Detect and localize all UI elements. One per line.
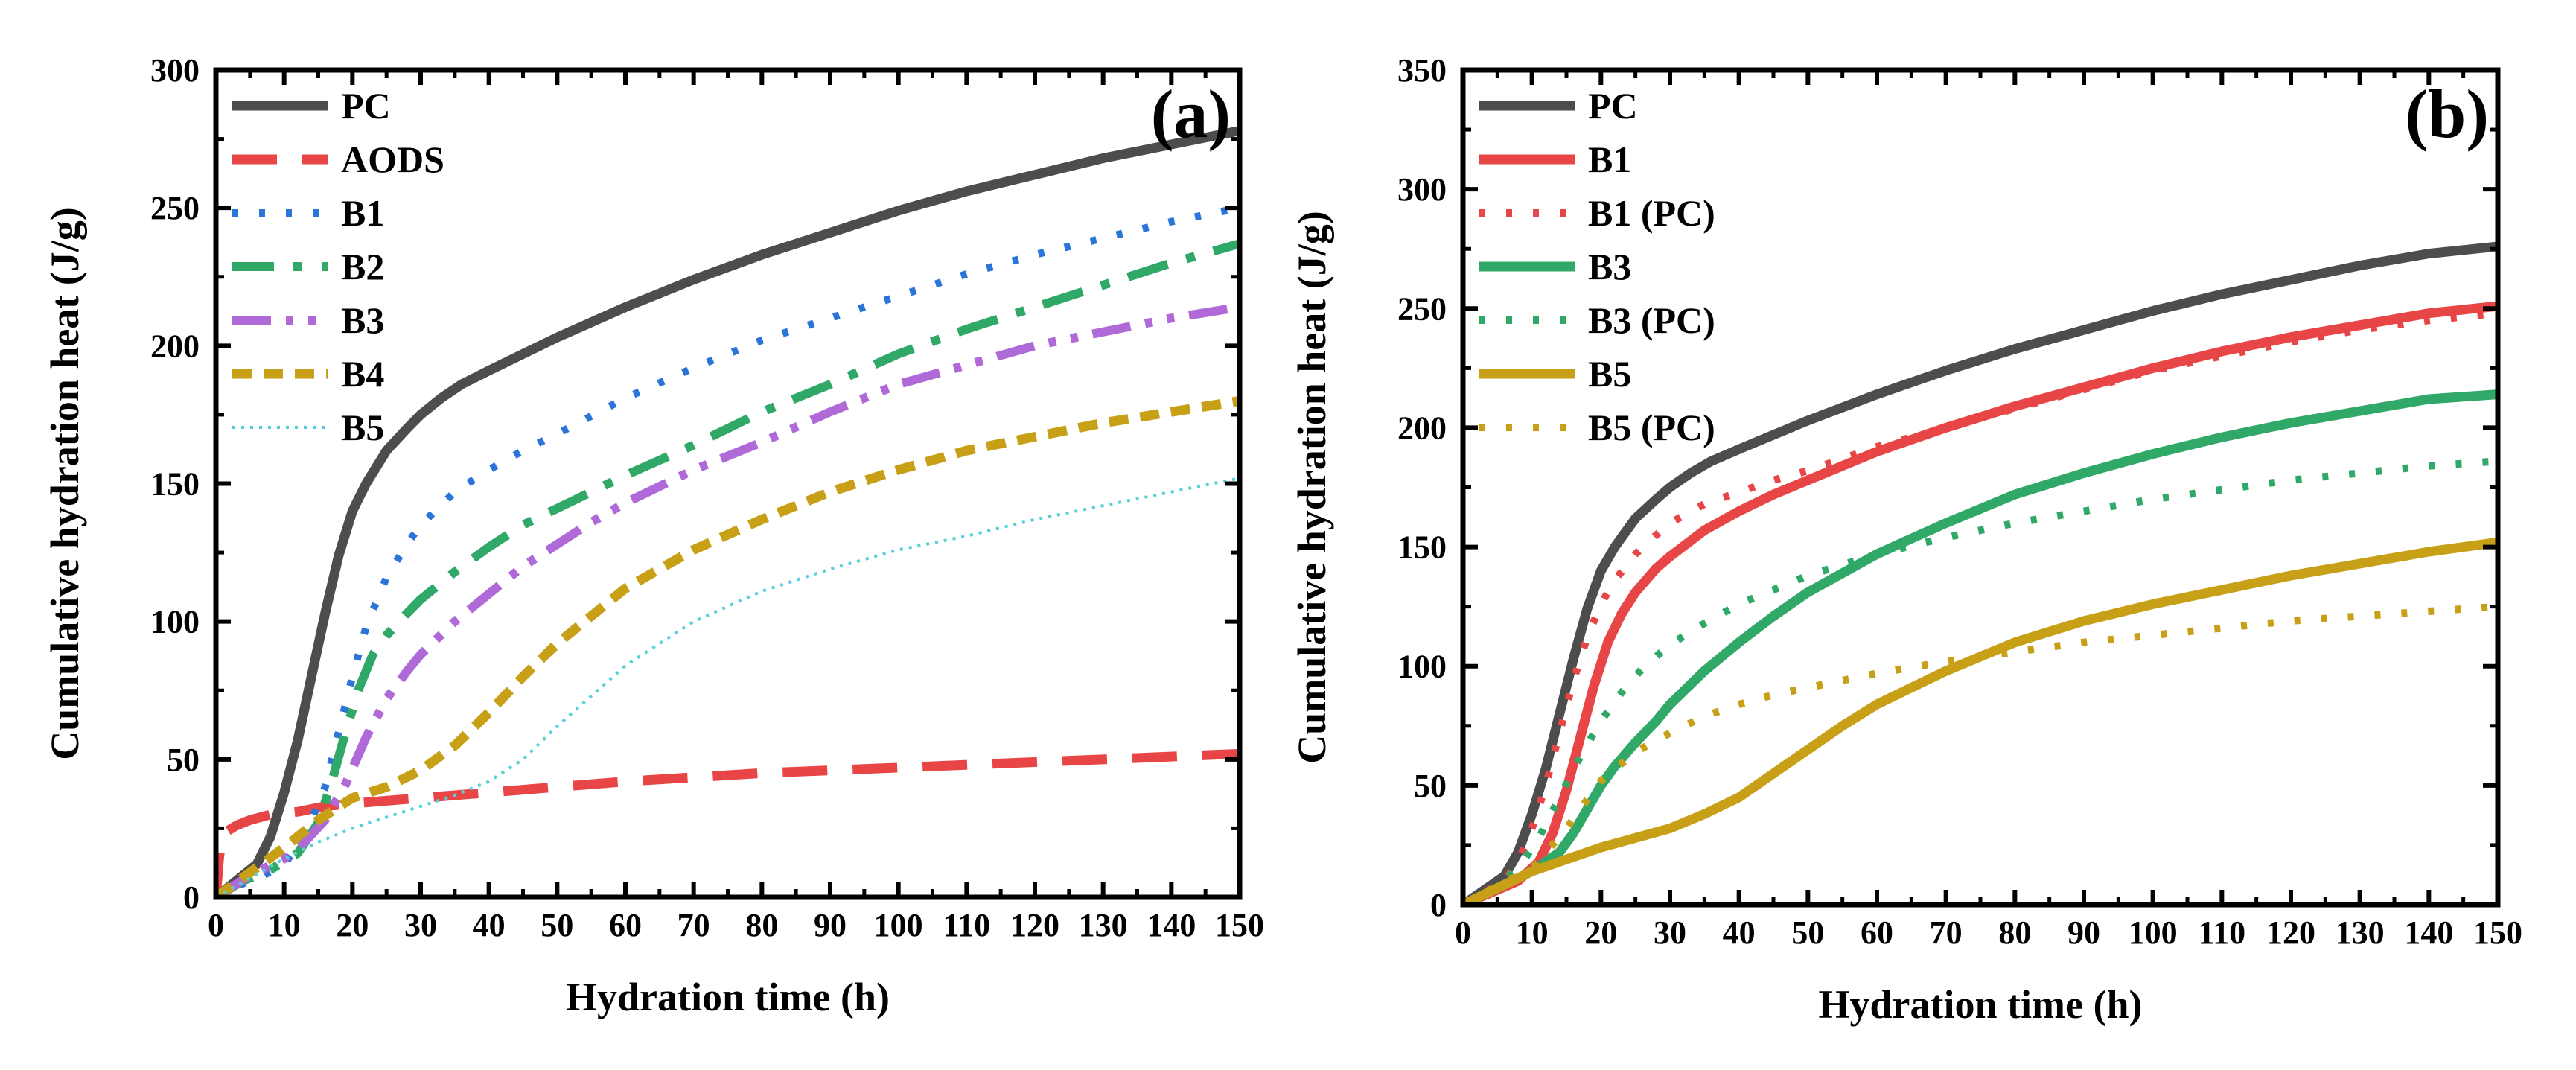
series-line-b5-pc [1463, 602, 2498, 905]
x-tick-label: 130 [2336, 914, 2385, 951]
series-line-pc [1463, 241, 2498, 905]
x-tick-label: 100 [2129, 914, 2178, 951]
y-tick-label: 250 [150, 190, 200, 226]
legend-label: B5 [341, 407, 384, 448]
legend-label: B1 (PC) [1588, 192, 1715, 234]
legend-label: B1 [1588, 138, 1631, 180]
series-line-b1 [1463, 301, 2498, 905]
x-tick-label: 30 [404, 907, 437, 943]
series-line-b1-pc [1463, 309, 2498, 905]
x-tick-label: 90 [814, 907, 847, 943]
x-tick-label: 0 [1455, 914, 1471, 951]
y-tick-label: 250 [1397, 290, 1447, 327]
y-tick-label: 300 [150, 52, 200, 89]
legend-label: B3 [1588, 246, 1631, 287]
legend-label: PC [341, 85, 391, 127]
legend-label: B5 [1588, 353, 1631, 395]
x-tick-label: 140 [2404, 914, 2453, 951]
legend-label: B5 (PC) [1588, 407, 1715, 448]
legend-label: B1 [341, 192, 384, 234]
y-tick-label: 0 [183, 879, 200, 916]
y-tick-label: 0 [1430, 887, 1447, 923]
x-tick-label: 0 [208, 907, 224, 943]
x-tick-label: 130 [1079, 907, 1128, 943]
y-tick-label: 300 [1397, 171, 1447, 208]
panel-label: (a) [1151, 76, 1231, 152]
x-tick-label: 100 [874, 907, 923, 943]
x-tick-label: 20 [336, 907, 369, 943]
y-tick-label: 50 [167, 742, 200, 778]
x-tick-label: 120 [2266, 914, 2315, 951]
x-tick-label: 40 [1723, 914, 1756, 951]
panel-a: 0 10 20 30 40 50 60 70 80 90 100 110 120 130 140 150 0 50… [42, 52, 1264, 1019]
x-axis-label: Hydration time (h) [566, 975, 890, 1019]
legend: PC B1 B1 (PC) B3 B3 (PC) B5 B5 (PC) [1479, 85, 1715, 448]
x-tick-label: 120 [1010, 907, 1059, 943]
x-tick-label: 80 [1998, 914, 2031, 951]
y-tick-label: 350 [1397, 52, 1447, 89]
x-tick-label: 30 [1654, 914, 1686, 951]
y-tick-label: 150 [150, 466, 200, 503]
x-tick-label: 40 [473, 907, 506, 943]
x-tick-label: 10 [1516, 914, 1549, 951]
legend-label: B2 [341, 246, 384, 287]
y-tick-label: 100 [1397, 649, 1447, 685]
panel-label: (b) [2406, 76, 2489, 152]
y-tick-label: 200 [150, 328, 200, 364]
series-line-pc [216, 126, 1240, 897]
x-axis-label: Hydration time (h) [1819, 982, 2143, 1027]
x-tick-label: 110 [943, 907, 991, 943]
x-tick-label: 60 [1861, 914, 1893, 951]
y-axis-label: Cumulative hydration heat (J/g) [42, 207, 87, 760]
x-tick-label: 10 [268, 907, 301, 943]
x-tick-label: 20 [1584, 914, 1617, 951]
x-tick-label: 150 [2473, 914, 2522, 951]
legend-label: B3 (PC) [1588, 299, 1715, 341]
panel-b: 0 10 20 30 40 50 60 70 80 90 100 110 120 130 140 150 0 50… [1289, 52, 2522, 1027]
y-tick-label: 200 [1397, 410, 1447, 446]
x-tick-label: 70 [1930, 914, 1963, 951]
y-axis-label: Cumulative hydration heat (J/g) [1289, 211, 1334, 764]
series-line-b3 [1463, 389, 2498, 905]
series-lines [1463, 241, 2498, 905]
series-line-b4 [216, 395, 1240, 897]
y-tick-label: 150 [1397, 529, 1447, 566]
x-tick-label: 50 [1791, 914, 1824, 951]
legend-label: B4 [341, 353, 384, 395]
x-tick-label: 90 [2068, 914, 2100, 951]
legend-label: B3 [341, 299, 384, 341]
series-line-b1 [216, 204, 1240, 897]
x-tick-label: 150 [1215, 907, 1264, 943]
x-tick-label: 50 [541, 907, 573, 943]
legend-label: PC [1588, 85, 1638, 127]
series-line-b5 [216, 477, 1240, 897]
series-line-b5 [1463, 537, 2498, 905]
x-tick-label: 110 [2199, 914, 2246, 951]
x-tick-label: 70 [678, 907, 710, 943]
x-tick-label: 140 [1147, 907, 1196, 943]
legend: PC AODS B1 B2 B3 B4 B5 [232, 85, 444, 448]
series-line-aods [216, 748, 1240, 897]
x-tick-label: 60 [609, 907, 642, 943]
x-tick-label: 80 [745, 907, 778, 943]
y-tick-label: 100 [150, 604, 200, 640]
legend-label: AODS [341, 138, 444, 180]
y-tick-label: 50 [1414, 768, 1447, 804]
series-lines [216, 126, 1240, 897]
